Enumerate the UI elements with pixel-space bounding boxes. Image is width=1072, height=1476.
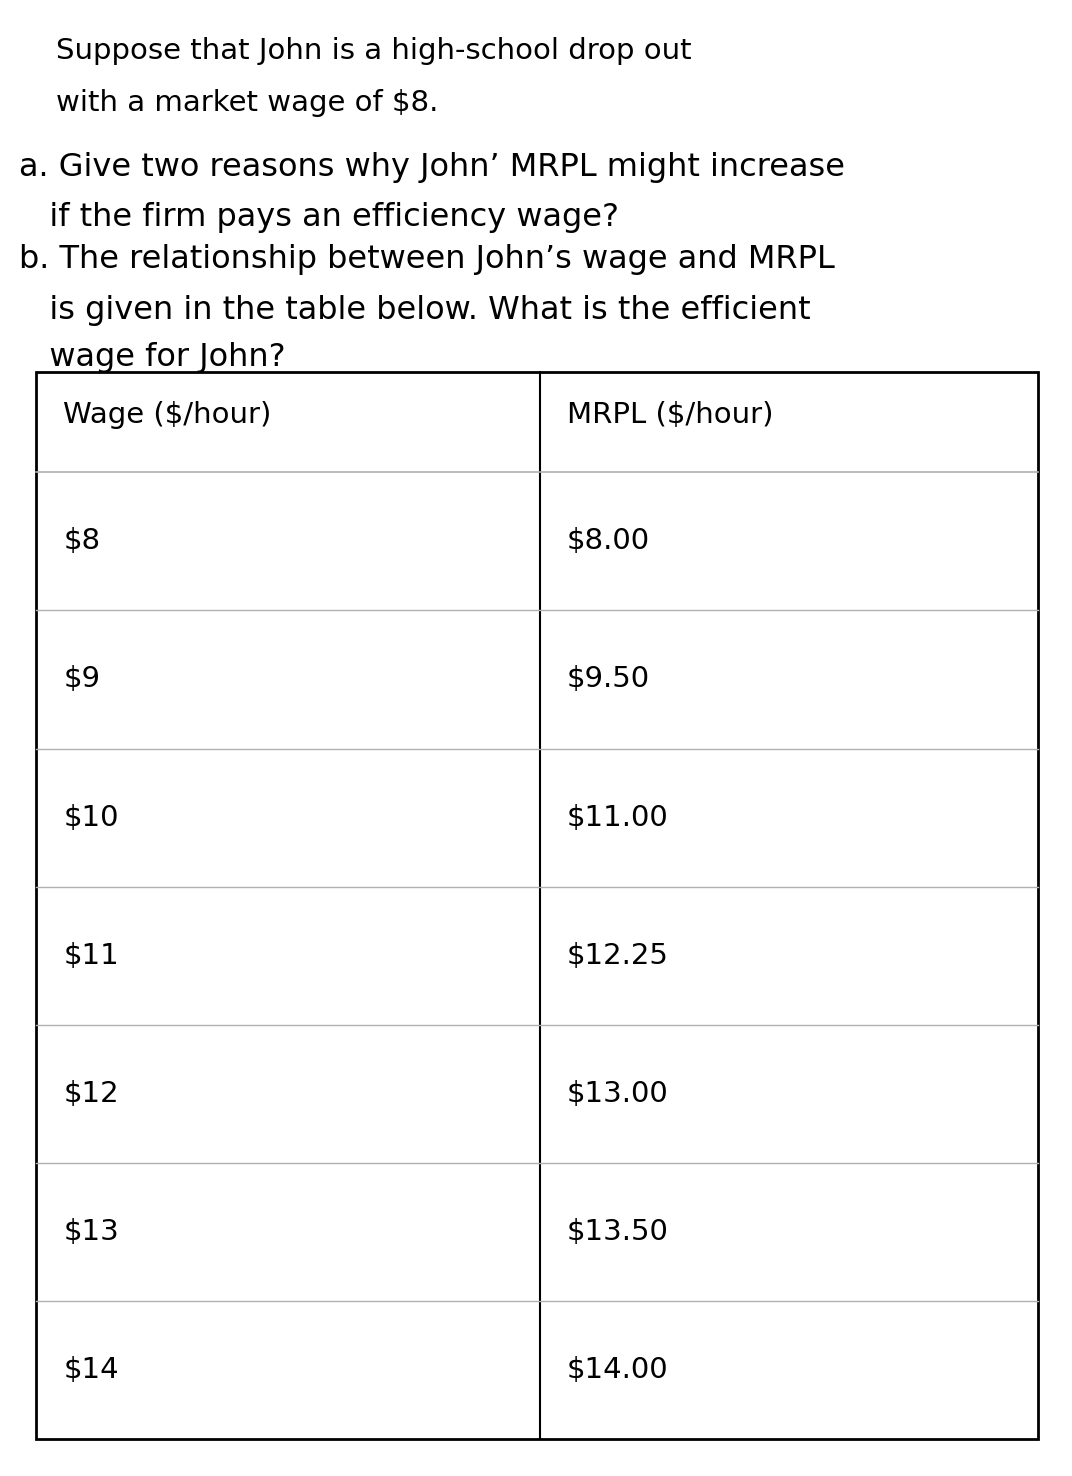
Text: if the firm pays an efficiency wage?: if the firm pays an efficiency wage?: [19, 202, 620, 233]
Text: $11.00: $11.00: [567, 803, 669, 831]
Text: $8: $8: [63, 527, 101, 555]
Text: $14.00: $14.00: [567, 1356, 669, 1384]
Text: $9: $9: [63, 666, 101, 694]
Text: $12: $12: [63, 1080, 119, 1108]
Text: $14: $14: [63, 1356, 119, 1384]
Text: $12.25: $12.25: [567, 942, 669, 970]
Text: is given in the table below. What is the efficient: is given in the table below. What is the…: [19, 295, 810, 326]
Text: $8.00: $8.00: [567, 527, 651, 555]
Text: $13.00: $13.00: [567, 1080, 669, 1108]
Text: with a market wage of $8.: with a market wage of $8.: [56, 89, 438, 117]
Text: MRPL ($/hour): MRPL ($/hour): [567, 401, 774, 428]
Text: a. Give two reasons why John’ MRPL might increase: a. Give two reasons why John’ MRPL might…: [19, 152, 846, 183]
Text: wage for John?: wage for John?: [19, 342, 286, 373]
Text: Wage ($/hour): Wage ($/hour): [63, 401, 271, 428]
Text: $10: $10: [63, 803, 119, 831]
Text: $13.50: $13.50: [567, 1218, 669, 1246]
Text: $13: $13: [63, 1218, 119, 1246]
Text: b. The relationship between John’s wage and MRPL: b. The relationship between John’s wage …: [19, 244, 835, 275]
Text: Suppose that John is a high-school drop out: Suppose that John is a high-school drop …: [56, 37, 691, 65]
Text: $9.50: $9.50: [567, 666, 651, 694]
Bar: [36, 372, 1038, 1439]
Text: $11: $11: [63, 942, 119, 970]
